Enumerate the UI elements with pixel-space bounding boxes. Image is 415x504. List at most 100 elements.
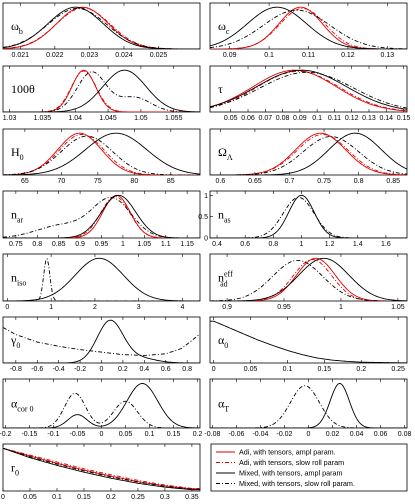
panel-label-sub: 0 — [16, 341, 20, 350]
panel-label: ΩΛ — [218, 145, 233, 162]
x-tick-label: 0.06 — [241, 115, 255, 122]
legend-frame — [210, 443, 408, 492]
series-adi_ampl — [3, 194, 200, 238]
x-tick-label: 0.75 — [9, 241, 23, 248]
x-tick-label: 65 — [21, 178, 29, 185]
x-tick-label: 2 — [93, 304, 97, 311]
y-tick-label: 0 — [204, 236, 208, 243]
x-tick-label: 1 — [49, 304, 53, 311]
x-tick-label: 0.02 — [326, 431, 340, 438]
panel-label-sub: ar — [17, 216, 24, 225]
x-tick-label: -0.2 — [0, 431, 12, 438]
panel-label-main: γ — [10, 333, 17, 347]
series-mix_ampl — [210, 320, 407, 363]
x-tick-label: 0.4 — [139, 366, 149, 373]
x-tick-label: 0.05 — [224, 115, 238, 122]
panel-frame — [209, 190, 408, 239]
x-tick-label: -0.4 — [53, 366, 65, 373]
x-tick-label: 0.65 — [248, 178, 262, 185]
x-tick-label: 1.15 — [180, 241, 194, 248]
x-tick-label: 0.8 — [182, 366, 192, 373]
panel-label-main: α — [11, 397, 18, 411]
series-mix_slow — [3, 196, 200, 238]
x-tick-label: 70 — [57, 178, 65, 185]
x-tick-label: 1.4 — [353, 241, 363, 248]
x-tick-label: 0.95 — [277, 304, 291, 311]
series-mix_ampl — [210, 383, 407, 428]
x-tick-label: 1.05 — [391, 304, 405, 311]
series-adi_slow — [3, 447, 200, 489]
panel-label-main: r — [11, 461, 15, 475]
x-tick-label: 0.09 — [223, 52, 237, 59]
x-tick-label: 1.2 — [325, 241, 335, 248]
series-mix_slow — [3, 447, 200, 490]
series-mix_slow — [3, 135, 200, 175]
series-adi_slow — [210, 134, 407, 175]
x-tick-label: 0.8 — [354, 178, 364, 185]
panel-frame — [2, 443, 201, 492]
panel-label: H0 — [11, 145, 24, 162]
x-tick-label: 0.6 — [216, 178, 226, 185]
x-tick-label: 0.2 — [356, 366, 366, 373]
x-tick-label: 0.09 — [293, 115, 307, 122]
series-mix_slow — [3, 392, 200, 428]
panel-label-sub: T — [224, 405, 229, 414]
x-tick-label: 1.05 — [138, 241, 152, 248]
panel-label-main: Ω — [218, 145, 227, 159]
panel-label: niso — [11, 271, 26, 288]
x-tick-label: 0.13 — [362, 115, 376, 122]
x-tick-label: 0.04 — [350, 431, 364, 438]
panel-label-sub: 0 — [15, 469, 19, 478]
x-tick-label: 0.4 — [212, 241, 222, 248]
panel-frame — [209, 65, 408, 113]
x-tick-label: 0.7 — [285, 178, 295, 185]
panel-8: 0 1 2 3 4 niso — [2, 253, 201, 311]
x-tick-label: -0.08 — [204, 431, 220, 438]
x-tick-label: 0.15 — [77, 494, 91, 501]
x-tick-label: -0.1 — [47, 431, 59, 438]
x-tick-label: -0.2 — [74, 366, 86, 373]
x-tick-label: -0.8 — [10, 366, 22, 373]
panel-label-sub: cor 0 — [17, 405, 33, 414]
series-mix_slow — [210, 71, 407, 109]
legend-label-adi_slow: Adi, with tensors, slow roll param — [239, 458, 344, 467]
x-tick-label: 0.35 — [185, 494, 199, 501]
x-tick-label: 75 — [94, 178, 102, 185]
panel-label-main: α — [218, 397, 225, 411]
x-tick-label: 1.05 — [134, 115, 148, 122]
series-adi_slow — [210, 259, 407, 301]
x-tick-label: 0 — [5, 304, 9, 311]
series-mix_slow — [210, 385, 407, 428]
panel-label: γ0 — [10, 333, 20, 350]
x-tick-label: 0.11 — [328, 115, 341, 122]
x-tick-label: 85 — [167, 178, 175, 185]
panel-label: nar — [11, 208, 24, 225]
panel-1: 0.09 0.1 0.11 0.12 0.13 ωc — [209, 2, 408, 59]
x-tick-label: 0.85 — [52, 241, 66, 248]
x-tick-label: 0.75 — [317, 178, 331, 185]
series-mix_slow — [3, 7, 200, 49]
panel-frame — [209, 378, 408, 429]
panel-5: 0.6 0.65 0.7 0.75 0.8 0.85 ΩΛ — [209, 128, 408, 185]
series-mix_slow — [210, 259, 407, 301]
x-tick-label: 0.11 — [302, 52, 315, 59]
x-tick-label: 0.05 — [244, 366, 258, 373]
panel-label: ωc — [218, 19, 230, 36]
series-mix_ampl — [210, 194, 407, 238]
panel-label-main: 100θ — [11, 82, 35, 96]
x-tick-label: -0.02 — [276, 431, 292, 438]
x-tick-label: -0.06 — [228, 431, 244, 438]
panel-label: neff ad — [218, 270, 233, 289]
panel-3: 0.05 0.06 0.07 0.08 0.09 0.1 0.11 0.12 0.13 0.14 0… — [209, 65, 410, 122]
x-tick-label: 0.85 — [386, 178, 400, 185]
x-tick-label: 0.15 — [167, 431, 181, 438]
panel-label-main: τ — [218, 82, 223, 96]
panel-label-main: n — [218, 271, 224, 285]
panel-0: 0.021 0.022 0.023 0.024 0.025 ωb — [2, 2, 201, 59]
x-tick-label: 0.8 — [32, 241, 42, 248]
x-tick-label: -0.05 — [69, 431, 85, 438]
x-tick-label: 0.6 — [161, 366, 171, 373]
x-tick-label: 0.07 — [258, 115, 272, 122]
